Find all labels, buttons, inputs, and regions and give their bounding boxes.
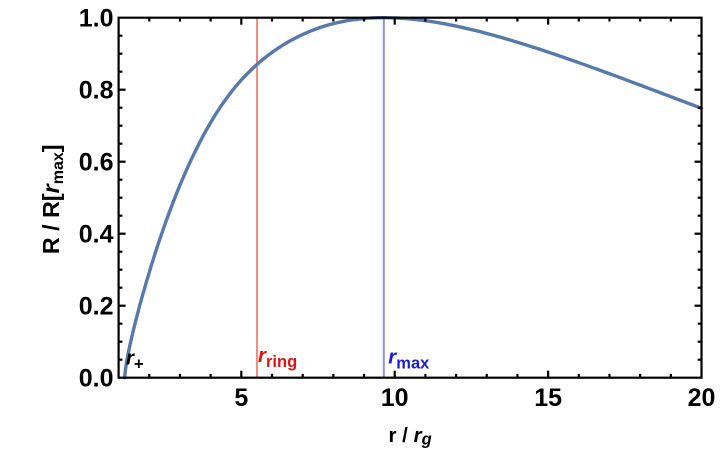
svg-text:0.2: 0.2: [79, 293, 114, 321]
svg-text:R / R[rmax]: R / R[rmax]: [38, 144, 67, 254]
svg-text:0.4: 0.4: [79, 221, 114, 249]
svg-text:0.8: 0.8: [79, 77, 114, 105]
svg-text:rring: rring: [258, 344, 297, 371]
svg-text:rmax: rmax: [388, 346, 430, 373]
svg-text:10: 10: [381, 384, 409, 412]
svg-text:0.0: 0.0: [79, 365, 114, 393]
svg-text:20: 20: [688, 384, 716, 412]
svg-text:1.0: 1.0: [79, 5, 114, 33]
svg-text:5: 5: [234, 384, 248, 412]
svg-text:r / rg: r / rg: [389, 424, 432, 449]
svg-text:15: 15: [534, 384, 562, 412]
svg-text:0.6: 0.6: [79, 149, 114, 177]
